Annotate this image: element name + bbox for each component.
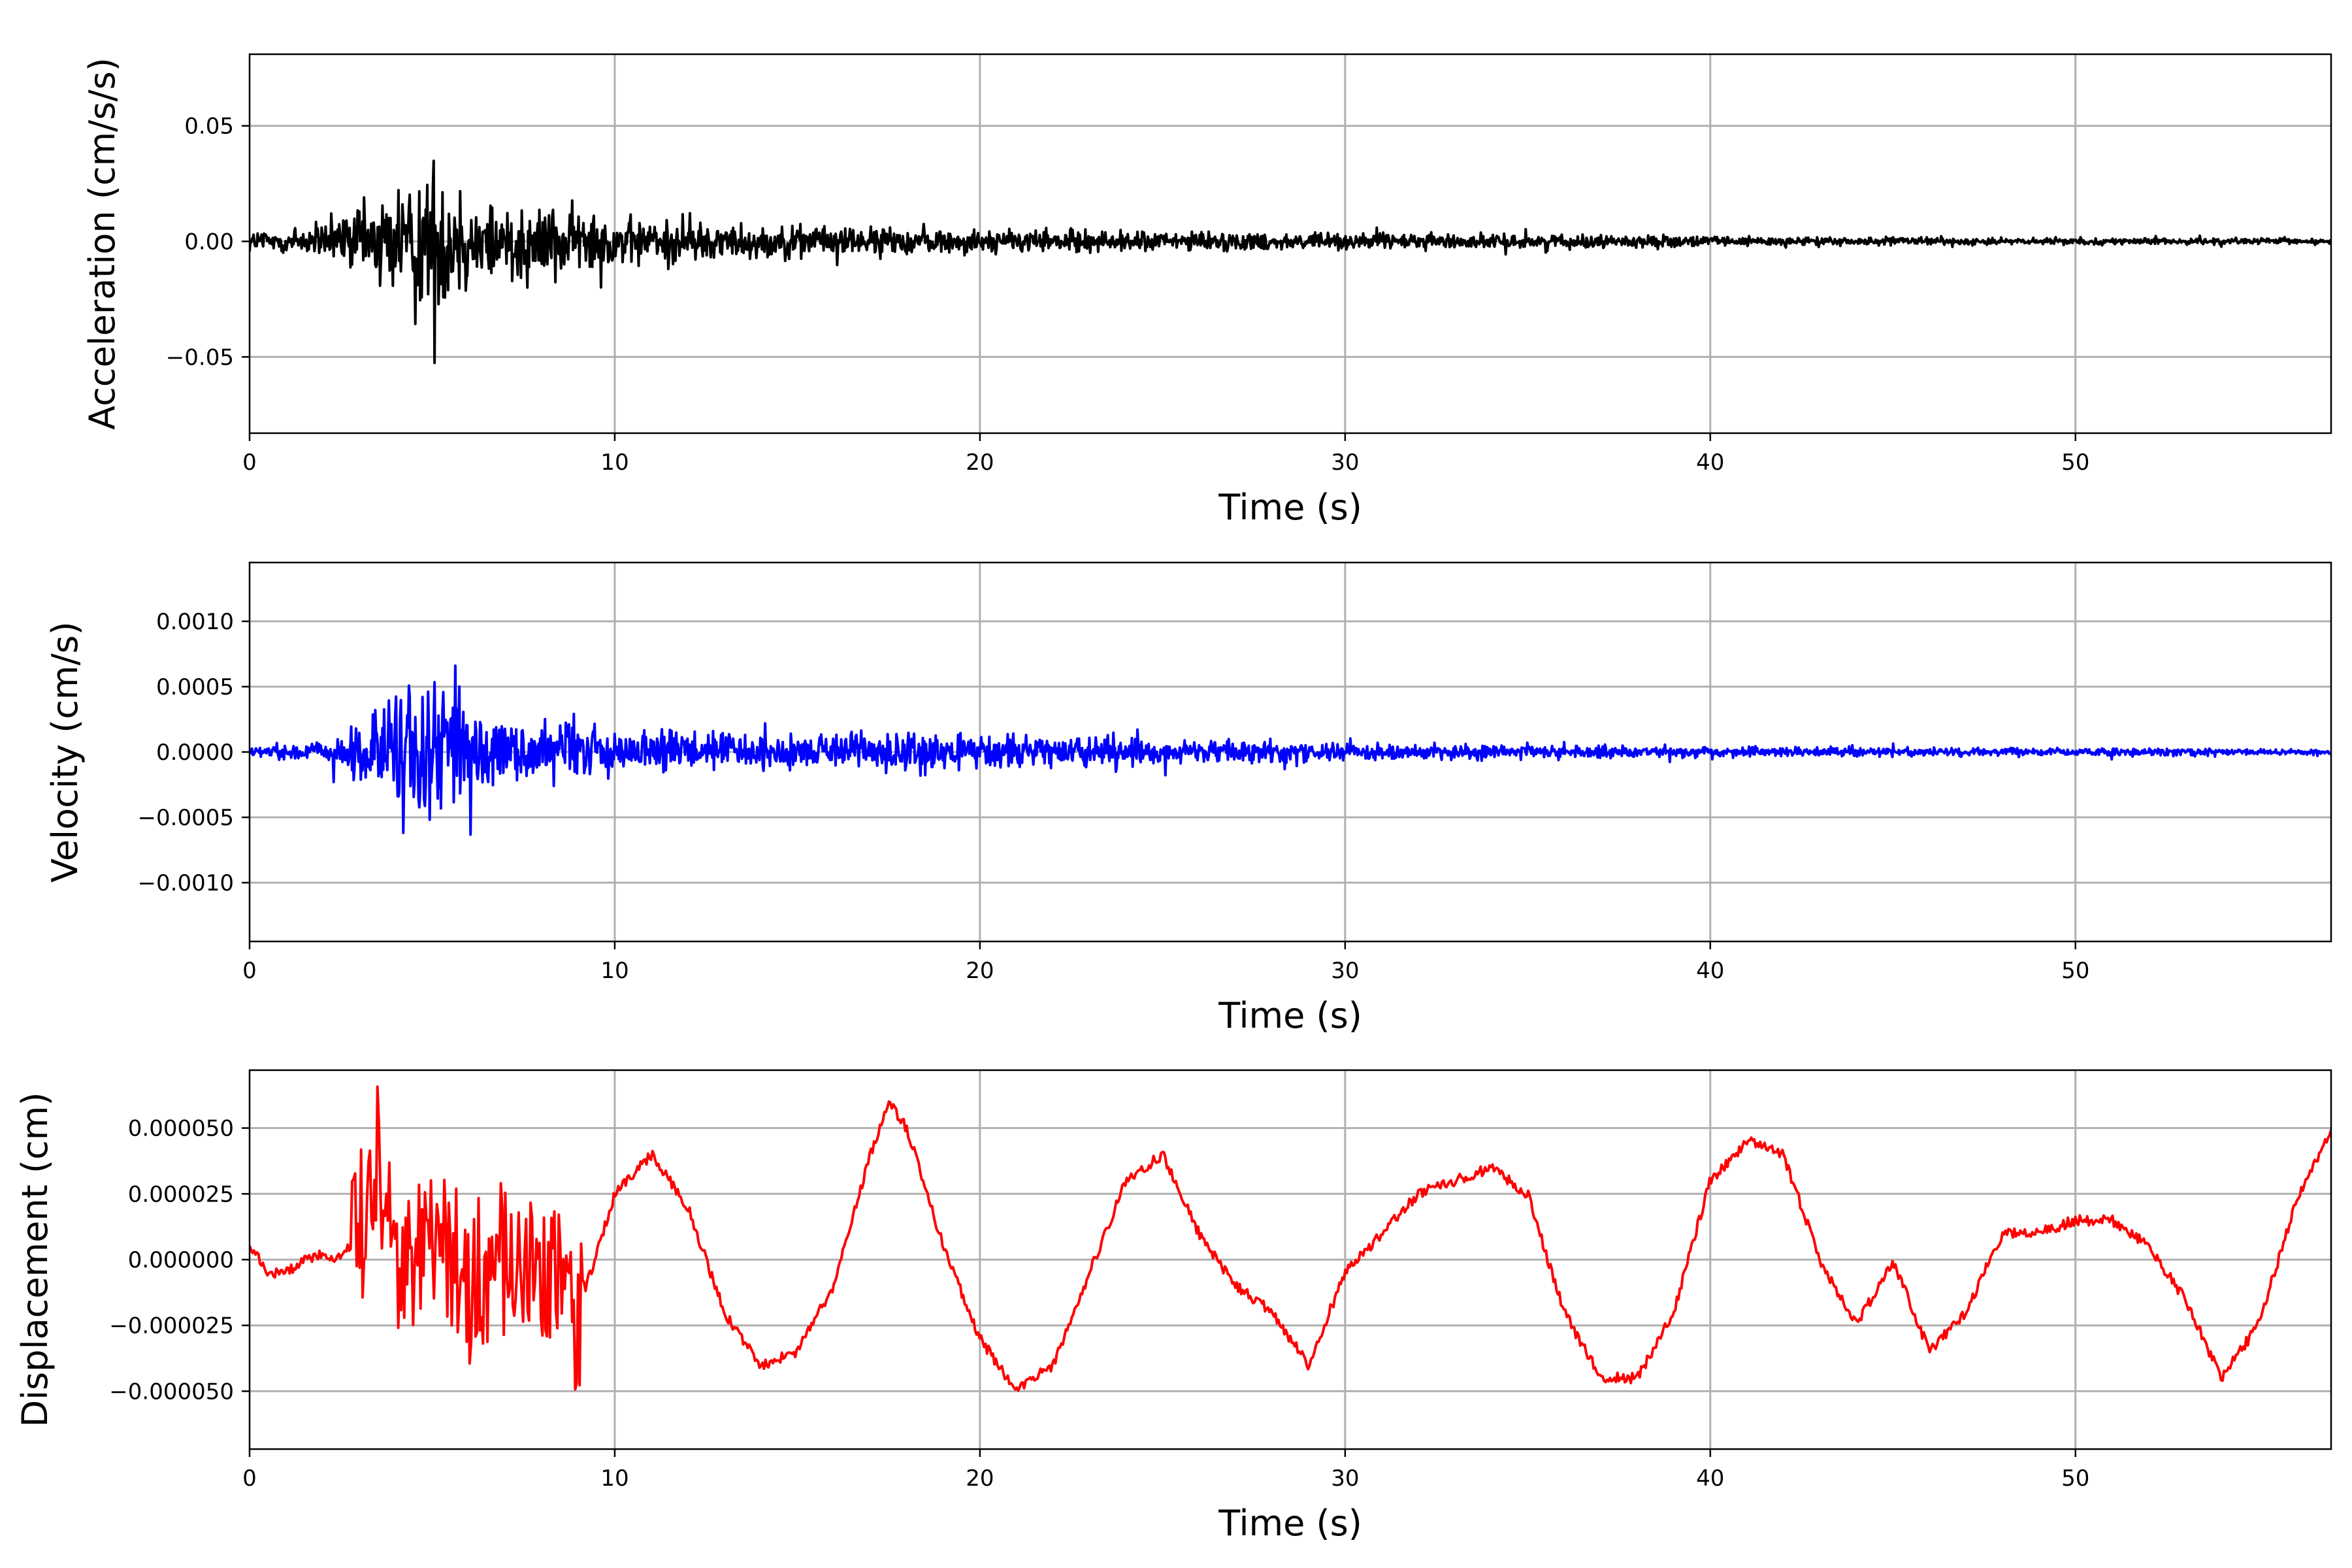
- x-tick-label: 10: [600, 958, 629, 984]
- x-tick-label: 40: [1696, 449, 1724, 476]
- y-axis-label: Acceleration (cm/s/s): [82, 57, 123, 430]
- x-axis-label: Time (s): [1218, 995, 1362, 1036]
- x-tick-label: 50: [2061, 1465, 2089, 1492]
- x-tick-label: 30: [1331, 449, 1359, 476]
- panel-displacement: 0 10 20 30 40 50 0.000050 0.000025 0.000000 −0.00…: [14, 1069, 2332, 1544]
- y-tick-label: −0.000025: [109, 1313, 234, 1339]
- x-tick-label: 0: [242, 958, 257, 984]
- x-tick-label: 40: [1696, 1465, 1724, 1492]
- x-tick-label: 20: [966, 1465, 994, 1492]
- y-tick-label: 0.0005: [156, 674, 234, 700]
- x-tick-label: 50: [2061, 449, 2089, 476]
- x-tick-label: 40: [1696, 958, 1724, 984]
- y-tick-label: 0.000000: [128, 1247, 234, 1273]
- y-tick-label: −0.000050: [109, 1379, 234, 1405]
- x-axis-label: Time (s): [1218, 1503, 1362, 1544]
- y-tick-label: −0.0005: [138, 805, 234, 831]
- x-tick-label: 20: [966, 449, 994, 476]
- displacement-series-line: [250, 1085, 2331, 1392]
- x-axis-label: Time (s): [1218, 487, 1362, 528]
- y-tick-label: 0.000050: [128, 1116, 234, 1142]
- x-tick-label: 20: [966, 958, 994, 984]
- y-axis-label: Displacement (cm): [14, 1092, 56, 1428]
- x-tick-label: 50: [2061, 958, 2089, 984]
- y-tick-label: −0.05: [166, 344, 234, 370]
- plot-frame: [248, 53, 2332, 434]
- y-axis-label: Velocity (cm/s): [44, 621, 86, 883]
- panel-velocity: 0 10 20 30 40 50 0.0010 0.0005 0.0000 −0.0005 −0.0…: [44, 561, 2332, 1036]
- y-tick-label: 0.000025: [128, 1181, 234, 1207]
- panel-acceleration: 0 10 20 30 40 50 0.05 0.00 −0.05 Time (s) Accelera…: [82, 53, 2332, 528]
- x-tick-label: 10: [600, 1465, 629, 1492]
- x-tick-label: 30: [1331, 1465, 1359, 1492]
- y-tick-label: 0.0010: [156, 609, 234, 635]
- y-tick-label: 0.00: [184, 229, 234, 255]
- y-tick-label: −0.0010: [138, 870, 234, 896]
- x-tick-label: 0: [242, 449, 257, 476]
- x-tick-label: 10: [600, 449, 629, 476]
- acceleration-series-line: [250, 159, 2331, 365]
- velocity-series-line: [250, 664, 2331, 836]
- y-tick-label: 0.0000: [156, 740, 234, 766]
- x-tick-label: 0: [242, 1465, 257, 1492]
- x-tick-label: 30: [1331, 958, 1359, 984]
- y-tick-label: 0.05: [184, 114, 234, 140]
